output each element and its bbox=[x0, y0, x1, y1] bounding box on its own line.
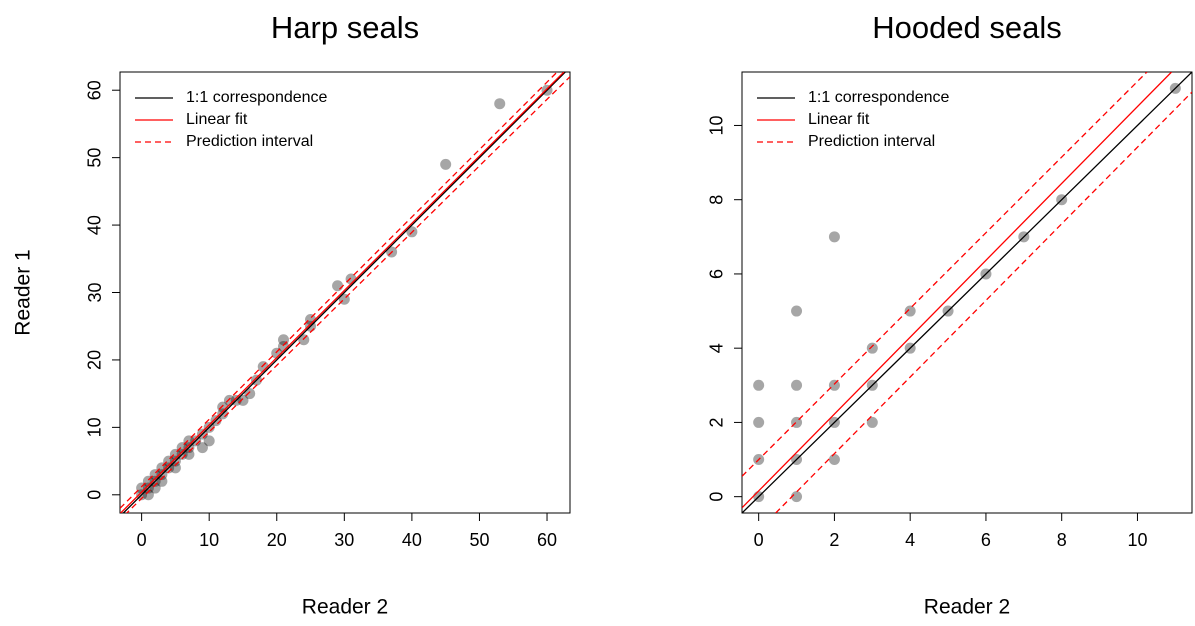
point bbox=[237, 394, 249, 406]
legend-entry: Prediction interval bbox=[186, 133, 313, 150]
fit-line bbox=[125, 76, 570, 513]
y-tick-label: 40 bbox=[85, 215, 105, 235]
point bbox=[257, 361, 269, 373]
point bbox=[163, 455, 175, 467]
y-tick-label: 0 bbox=[707, 492, 727, 502]
point bbox=[494, 98, 506, 110]
point bbox=[183, 435, 195, 447]
x-tick-label: 8 bbox=[1057, 530, 1067, 550]
point bbox=[791, 379, 803, 391]
point bbox=[278, 340, 290, 352]
point bbox=[136, 482, 148, 494]
chart-title: Harp seals bbox=[271, 10, 419, 45]
y-tick-label: 10 bbox=[707, 115, 727, 135]
fit-line bbox=[742, 72, 1148, 477]
x-tick-label: 6 bbox=[981, 530, 991, 550]
point bbox=[244, 388, 256, 400]
x-tick-label: 2 bbox=[829, 530, 839, 550]
fit-line bbox=[742, 72, 1192, 513]
y-tick-label: 30 bbox=[85, 282, 105, 302]
point bbox=[866, 342, 878, 354]
lines bbox=[120, 72, 570, 513]
point bbox=[904, 305, 916, 317]
point bbox=[753, 416, 765, 428]
point bbox=[196, 442, 208, 454]
point bbox=[791, 491, 803, 503]
point bbox=[149, 482, 161, 494]
fit-line bbox=[120, 72, 565, 513]
point bbox=[298, 334, 310, 346]
x-axis-label: Reader 2 bbox=[924, 596, 1010, 619]
x-tick-label: 10 bbox=[1127, 530, 1147, 550]
legend-entry: Linear fit bbox=[186, 111, 248, 128]
x-tick-label: 10 bbox=[199, 530, 219, 550]
y-tick-label: 4 bbox=[707, 343, 727, 353]
point bbox=[169, 448, 181, 460]
point bbox=[183, 448, 195, 460]
x-tick-label: 0 bbox=[754, 530, 764, 550]
point bbox=[828, 379, 840, 391]
point bbox=[828, 231, 840, 243]
plot-frame bbox=[741, 71, 1193, 514]
x-tick-label: 50 bbox=[469, 530, 489, 550]
point bbox=[223, 394, 235, 406]
legend-entry: Prediction interval bbox=[808, 133, 935, 150]
x-tick-label: 4 bbox=[905, 530, 915, 550]
point bbox=[440, 158, 452, 170]
point bbox=[142, 489, 154, 501]
panel: Hooded seals 0 2 4 6 8 10 0 2 4 6 8 10 Reader 2 1:1 co… bbox=[707, 10, 1193, 619]
panel: Harp seals 0 10 20 30 40 50 60 0 10 20 30 40 50 60 Read… bbox=[12, 10, 571, 619]
legend-entry: 1:1 correspondence bbox=[186, 89, 328, 106]
point bbox=[142, 475, 154, 487]
point bbox=[828, 454, 840, 466]
y-tick-label: 10 bbox=[85, 417, 105, 437]
point bbox=[156, 462, 168, 474]
lines bbox=[742, 72, 1192, 513]
y-axis-label: Reader 1 bbox=[12, 249, 35, 335]
fit-line bbox=[742, 72, 1173, 509]
point bbox=[203, 435, 215, 447]
x-tick-label: 20 bbox=[267, 530, 287, 550]
point bbox=[217, 401, 229, 413]
point bbox=[156, 475, 168, 487]
x-tick-label: 0 bbox=[137, 530, 147, 550]
fit-line bbox=[120, 72, 558, 509]
point bbox=[169, 462, 181, 474]
legend-entry: 1:1 correspondence bbox=[808, 89, 950, 106]
chart-title: Hooded seals bbox=[872, 10, 1062, 45]
point bbox=[753, 379, 765, 391]
y-tick-label: 0 bbox=[85, 490, 105, 500]
x-tick-label: 60 bbox=[537, 530, 557, 550]
y-tick-label: 8 bbox=[707, 195, 727, 205]
point bbox=[791, 305, 803, 317]
y-tick-label: 20 bbox=[85, 350, 105, 370]
point bbox=[866, 416, 878, 428]
fit-line bbox=[122, 72, 566, 513]
point bbox=[278, 334, 290, 346]
y-tick-label: 2 bbox=[707, 417, 727, 427]
point bbox=[176, 442, 188, 454]
point bbox=[332, 280, 344, 292]
y-tick-label: 50 bbox=[85, 148, 105, 168]
legend-entry: Linear fit bbox=[808, 111, 870, 128]
point bbox=[149, 469, 161, 481]
y-tick-label: 60 bbox=[85, 80, 105, 100]
x-axis-label: Reader 2 bbox=[302, 596, 388, 619]
point bbox=[271, 347, 283, 359]
x-tick-label: 40 bbox=[402, 530, 422, 550]
x-tick-label: 30 bbox=[334, 530, 354, 550]
y-tick-label: 6 bbox=[707, 269, 727, 279]
fit-line bbox=[775, 91, 1192, 513]
